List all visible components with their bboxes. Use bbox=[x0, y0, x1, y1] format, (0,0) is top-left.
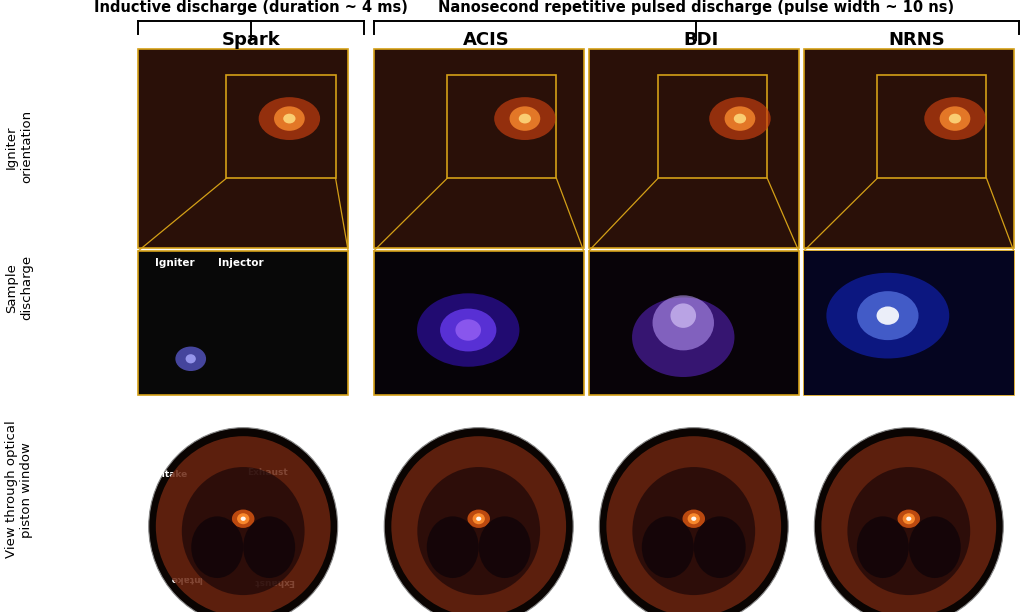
Ellipse shape bbox=[688, 513, 700, 524]
Bar bbox=[804, 251, 1014, 395]
Ellipse shape bbox=[725, 106, 756, 131]
Text: ACIS: ACIS bbox=[463, 31, 510, 49]
Ellipse shape bbox=[476, 517, 481, 521]
Ellipse shape bbox=[259, 97, 321, 140]
Ellipse shape bbox=[191, 517, 244, 578]
Bar bbox=[374, 251, 584, 395]
Ellipse shape bbox=[391, 436, 566, 612]
Ellipse shape bbox=[175, 346, 206, 371]
Ellipse shape bbox=[384, 428, 573, 612]
Ellipse shape bbox=[417, 293, 519, 367]
Ellipse shape bbox=[694, 517, 745, 578]
Ellipse shape bbox=[284, 114, 296, 124]
Ellipse shape bbox=[877, 307, 899, 325]
Text: NRNS: NRNS bbox=[888, 31, 945, 49]
Bar bbox=[804, 251, 1014, 395]
Ellipse shape bbox=[606, 436, 781, 612]
Ellipse shape bbox=[182, 467, 304, 595]
Ellipse shape bbox=[237, 513, 250, 524]
Ellipse shape bbox=[814, 428, 1004, 612]
Ellipse shape bbox=[903, 513, 915, 524]
Text: Exhaust: Exhaust bbox=[248, 468, 288, 477]
Text: Intake: Intake bbox=[155, 469, 187, 479]
Bar bbox=[226, 75, 336, 178]
Ellipse shape bbox=[148, 428, 338, 612]
Ellipse shape bbox=[821, 436, 996, 612]
Ellipse shape bbox=[244, 517, 295, 578]
Ellipse shape bbox=[274, 106, 305, 131]
Ellipse shape bbox=[185, 354, 196, 364]
Ellipse shape bbox=[519, 114, 531, 124]
Ellipse shape bbox=[897, 510, 921, 528]
Bar bbox=[374, 49, 584, 248]
Ellipse shape bbox=[848, 467, 970, 595]
Ellipse shape bbox=[467, 510, 489, 528]
Ellipse shape bbox=[940, 106, 971, 131]
Ellipse shape bbox=[671, 304, 696, 328]
Ellipse shape bbox=[156, 436, 331, 612]
Ellipse shape bbox=[632, 297, 734, 377]
Ellipse shape bbox=[642, 517, 694, 578]
Bar bbox=[138, 49, 348, 248]
Ellipse shape bbox=[241, 517, 246, 521]
Ellipse shape bbox=[418, 467, 540, 595]
Bar bbox=[138, 251, 348, 395]
Text: Intake: Intake bbox=[170, 574, 202, 583]
Text: Nanosecond repetitive pulsed discharge (pulse width ~ 10 ns): Nanosecond repetitive pulsed discharge (… bbox=[438, 0, 954, 15]
Ellipse shape bbox=[510, 106, 541, 131]
Ellipse shape bbox=[231, 510, 254, 528]
Ellipse shape bbox=[734, 114, 746, 124]
Ellipse shape bbox=[427, 517, 478, 578]
Ellipse shape bbox=[710, 97, 771, 140]
Ellipse shape bbox=[456, 319, 481, 341]
Ellipse shape bbox=[440, 308, 497, 351]
Text: Injector: Injector bbox=[218, 258, 263, 268]
Bar bbox=[804, 49, 1014, 248]
Text: Sample
discharge: Sample discharge bbox=[5, 255, 33, 320]
Ellipse shape bbox=[495, 97, 556, 140]
Ellipse shape bbox=[633, 467, 755, 595]
Text: Spark: Spark bbox=[221, 31, 281, 49]
Ellipse shape bbox=[478, 517, 530, 578]
Ellipse shape bbox=[909, 517, 961, 578]
Ellipse shape bbox=[682, 510, 705, 528]
Text: Igniter
orientation: Igniter orientation bbox=[5, 110, 33, 184]
Ellipse shape bbox=[599, 428, 788, 612]
Bar bbox=[589, 49, 799, 248]
Text: Igniter: Igniter bbox=[155, 258, 195, 268]
Bar bbox=[589, 251, 799, 395]
Text: View through optical
piston window: View through optical piston window bbox=[5, 420, 33, 559]
Text: Inductive discharge (duration ~ 4 ms): Inductive discharge (duration ~ 4 ms) bbox=[94, 0, 408, 15]
Ellipse shape bbox=[652, 295, 714, 350]
Bar bbox=[447, 75, 556, 178]
Bar bbox=[878, 75, 986, 178]
Text: Exhaust: Exhaust bbox=[254, 577, 295, 586]
Ellipse shape bbox=[826, 273, 949, 359]
Ellipse shape bbox=[472, 513, 485, 524]
Ellipse shape bbox=[949, 114, 962, 124]
Ellipse shape bbox=[906, 517, 911, 521]
Bar bbox=[658, 75, 767, 178]
Ellipse shape bbox=[691, 517, 696, 521]
Ellipse shape bbox=[857, 291, 919, 340]
Text: BDI: BDI bbox=[684, 31, 719, 49]
Ellipse shape bbox=[925, 97, 986, 140]
Ellipse shape bbox=[857, 517, 909, 578]
